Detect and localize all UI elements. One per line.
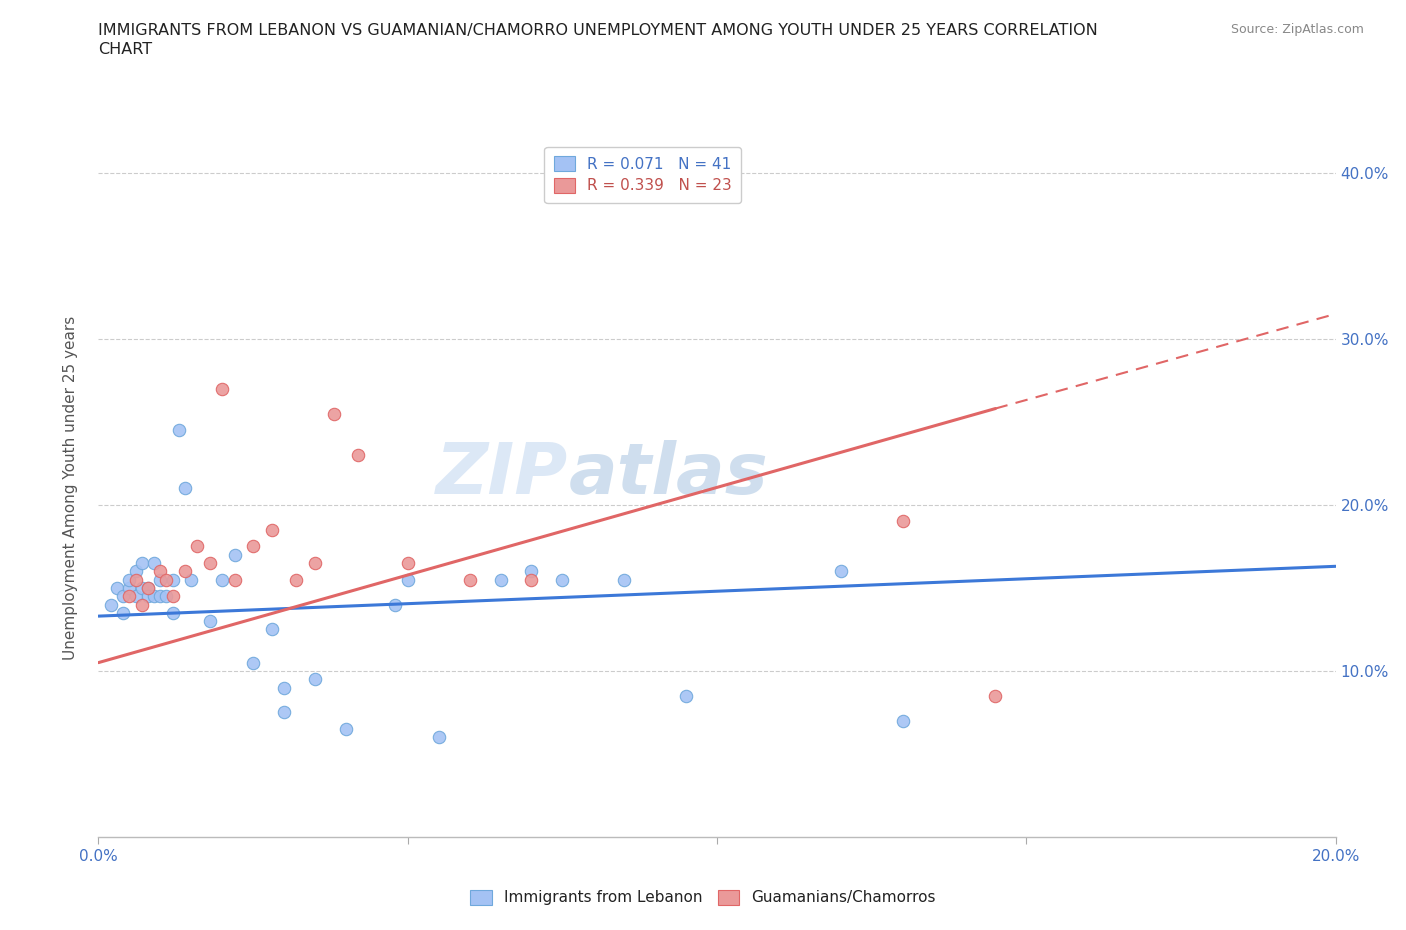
Text: IMMIGRANTS FROM LEBANON VS GUAMANIAN/CHAMORRO UNEMPLOYMENT AMONG YOUTH UNDER 25 : IMMIGRANTS FROM LEBANON VS GUAMANIAN/CHA… bbox=[98, 23, 1098, 38]
Point bbox=[396, 572, 419, 587]
Point bbox=[124, 564, 146, 578]
Point bbox=[260, 523, 283, 538]
Point bbox=[131, 580, 153, 595]
Point bbox=[830, 564, 852, 578]
Point bbox=[136, 580, 159, 595]
Point bbox=[242, 656, 264, 671]
Point bbox=[149, 572, 172, 587]
Point bbox=[304, 671, 326, 686]
Point bbox=[180, 572, 202, 587]
Point bbox=[242, 539, 264, 554]
Point bbox=[551, 572, 574, 587]
Point bbox=[198, 555, 221, 570]
Point bbox=[198, 614, 221, 629]
Text: CHART: CHART bbox=[98, 42, 152, 57]
Point bbox=[335, 722, 357, 737]
Point bbox=[136, 580, 159, 595]
Point bbox=[186, 539, 208, 554]
Point bbox=[112, 605, 135, 620]
Point bbox=[118, 589, 141, 604]
Point bbox=[273, 680, 295, 695]
Text: Source: ZipAtlas.com: Source: ZipAtlas.com bbox=[1230, 23, 1364, 36]
Point bbox=[174, 481, 197, 496]
Point bbox=[224, 572, 246, 587]
Point bbox=[155, 572, 177, 587]
Point bbox=[347, 447, 370, 462]
Legend: Immigrants from Lebanon, Guamanians/Chamorros: Immigrants from Lebanon, Guamanians/Cham… bbox=[463, 883, 943, 913]
Point bbox=[162, 605, 184, 620]
Text: atlas: atlas bbox=[568, 440, 768, 509]
Point bbox=[174, 564, 197, 578]
Point bbox=[613, 572, 636, 587]
Point bbox=[489, 572, 512, 587]
Point bbox=[260, 622, 283, 637]
Point bbox=[891, 514, 914, 529]
Point bbox=[520, 564, 543, 578]
Point bbox=[131, 555, 153, 570]
Point bbox=[427, 730, 450, 745]
Point bbox=[124, 572, 146, 587]
Point bbox=[162, 589, 184, 604]
Point bbox=[149, 564, 172, 578]
Point bbox=[112, 589, 135, 604]
Point bbox=[322, 406, 344, 421]
Point bbox=[118, 572, 141, 587]
Legend: R = 0.071   N = 41, R = 0.339   N = 23: R = 0.071 N = 41, R = 0.339 N = 23 bbox=[544, 147, 741, 203]
Point bbox=[143, 589, 166, 604]
Point bbox=[520, 572, 543, 587]
Point bbox=[984, 688, 1007, 703]
Point bbox=[211, 572, 233, 587]
Point bbox=[105, 580, 128, 595]
Point bbox=[396, 555, 419, 570]
Point bbox=[304, 555, 326, 570]
Point bbox=[224, 547, 246, 562]
Point bbox=[675, 688, 697, 703]
Point bbox=[273, 705, 295, 720]
Text: ZIP: ZIP bbox=[436, 440, 568, 509]
Point bbox=[100, 597, 122, 612]
Point bbox=[384, 597, 406, 612]
Point bbox=[891, 713, 914, 728]
Point bbox=[149, 589, 172, 604]
Point bbox=[131, 597, 153, 612]
Point bbox=[124, 589, 146, 604]
Point bbox=[458, 572, 481, 587]
Point bbox=[162, 572, 184, 587]
Point bbox=[155, 589, 177, 604]
Point bbox=[211, 381, 233, 396]
Y-axis label: Unemployment Among Youth under 25 years: Unemployment Among Youth under 25 years bbox=[63, 316, 77, 660]
Point bbox=[167, 422, 190, 438]
Point bbox=[143, 555, 166, 570]
Point bbox=[118, 580, 141, 595]
Point bbox=[136, 589, 159, 604]
Point bbox=[285, 572, 308, 587]
